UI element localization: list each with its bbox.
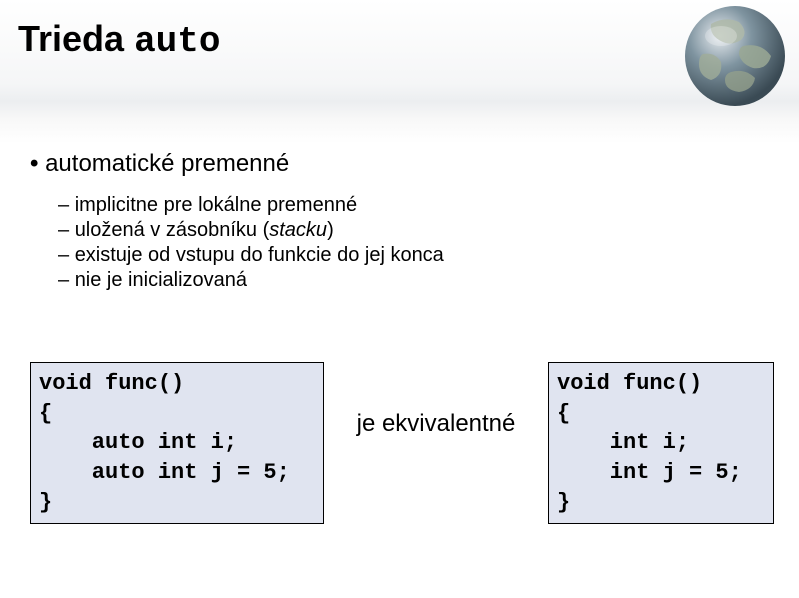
title-code: auto	[134, 21, 220, 62]
slide: Trieda auto automatické premenné implic	[0, 0, 799, 598]
equivalence-label: je ekvivalentné	[334, 410, 538, 438]
bullet-l1-text: automatické premenné	[45, 150, 289, 177]
code-block-left: void func() { auto int i; auto int j = 5…	[30, 362, 324, 524]
bullet-l2-item: existuje od vstupu do funkcie do jej kon…	[58, 244, 444, 267]
bullet-l2-item: uložená v zásobníku (stacku)	[58, 219, 444, 242]
bullet-text: existuje od vstupu do funkcie do jej kon…	[75, 244, 444, 266]
bullet-list: automatické premenné implicitne pre loká…	[30, 150, 444, 298]
globe-icon	[681, 2, 789, 110]
code-block-right: void func() { int i; int j = 5; }	[548, 362, 774, 524]
bullet-text-italic: stacku	[269, 219, 327, 241]
bullet-text: )	[327, 219, 334, 241]
slide-title: Trieda auto	[18, 18, 220, 62]
bullet-l2-item: nie je inicializovaná	[58, 269, 444, 292]
bullet-l1: automatické premenné implicitne pre loká…	[30, 150, 444, 292]
bullet-text: nie je inicializovaná	[75, 269, 247, 291]
bullet-text: implicitne pre lokálne premenné	[75, 194, 357, 216]
title-text: Trieda	[18, 18, 134, 59]
bullet-l2-item: implicitne pre lokálne premenné	[58, 194, 444, 217]
bullet-text: uložená v zásobníku (	[75, 219, 270, 241]
